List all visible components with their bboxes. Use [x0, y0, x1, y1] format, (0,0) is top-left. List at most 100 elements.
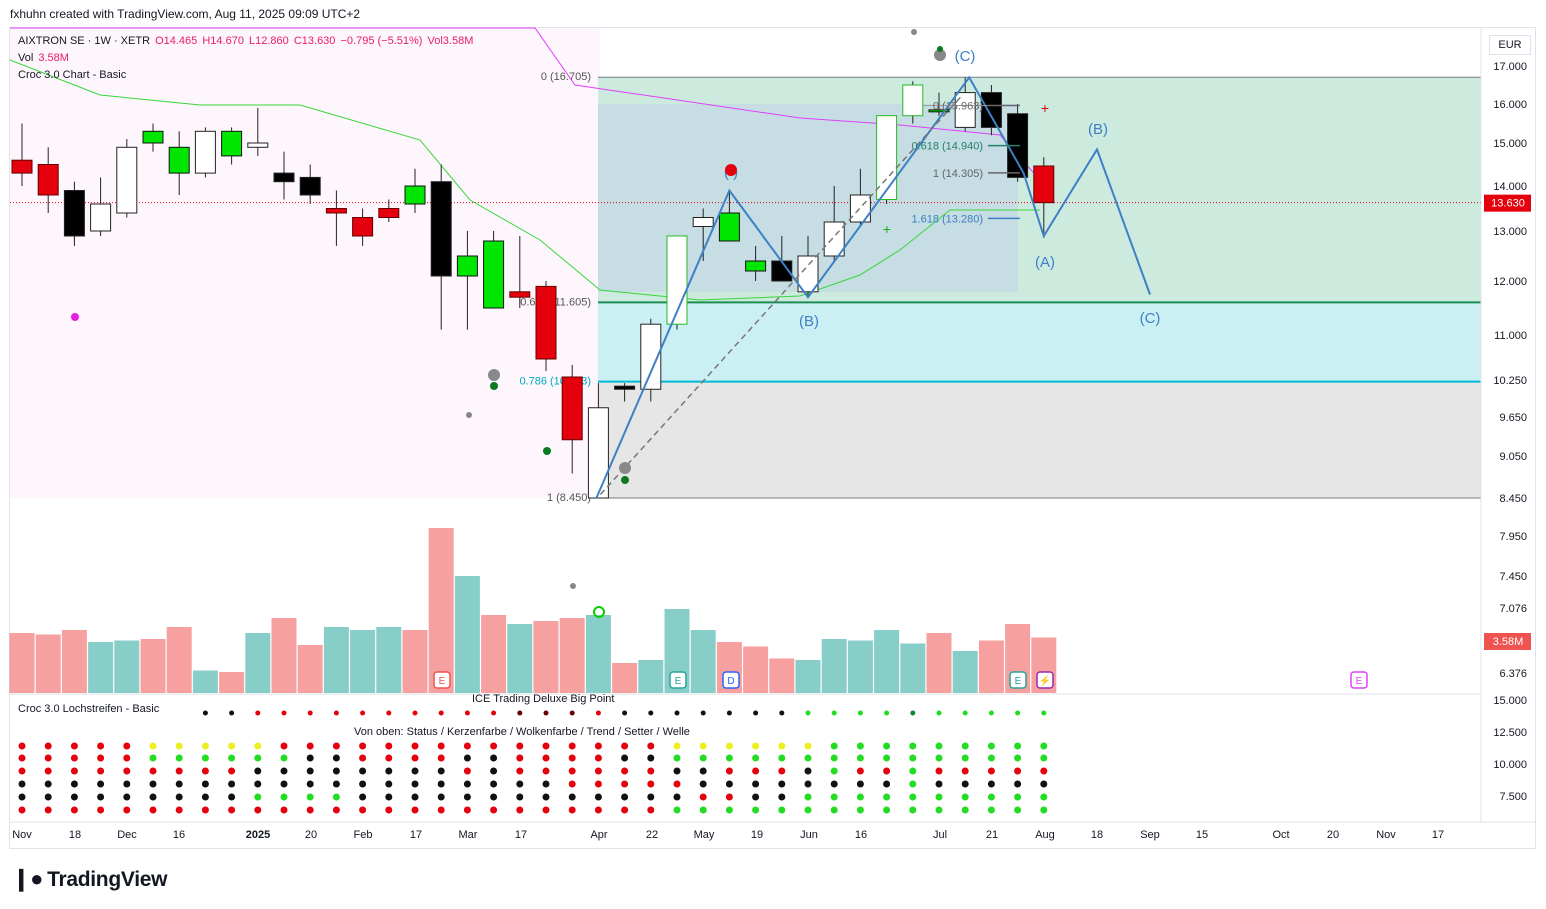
- dots-indicator-dot: [647, 793, 655, 801]
- candle-body: [142, 130, 164, 144]
- dots-indicator-dot: [909, 780, 917, 788]
- dots-indicator-dot: [699, 767, 707, 775]
- volume-bar: [428, 528, 454, 693]
- dots-indicator-dot: [44, 754, 52, 762]
- dots-indicator-dot: [411, 742, 419, 750]
- volume-legend[interactable]: Vol 3.58M: [18, 52, 69, 64]
- dots-indicator-dot: [673, 767, 681, 775]
- dots-indicator-dot: [594, 754, 602, 762]
- tradingview-logo[interactable]: ❙● TradingView: [12, 866, 167, 892]
- volume-bar: [507, 624, 533, 693]
- dots-indicator-dot: [97, 780, 105, 788]
- dots-indicator-dot: [385, 780, 393, 788]
- dots-indicator-dot: [594, 780, 602, 788]
- candle-body: [483, 240, 505, 309]
- indicator-legend[interactable]: Croc 3.0 Chart - Basic: [18, 69, 127, 81]
- dots-indicator-dot: [306, 793, 314, 801]
- candle-body: [640, 323, 662, 390]
- dots-indicator-dot: [70, 742, 78, 750]
- red-signal-dot: [725, 164, 737, 176]
- dots-indicator-dot: [621, 780, 629, 788]
- dots-axis-label: 10.000: [1493, 759, 1527, 771]
- dots-indicator-dot: [883, 780, 891, 788]
- dots-indicator-dot: [884, 710, 890, 716]
- candle-body: [980, 92, 1002, 128]
- dots-indicator-dot: [621, 793, 629, 801]
- dots-indicator-dot: [254, 754, 262, 762]
- last-price-tag-text: 13.630: [1491, 198, 1525, 210]
- dots-indicator-dot: [673, 742, 681, 750]
- dots-indicator-dot: [386, 710, 392, 716]
- dots-indicator-dot: [490, 780, 498, 788]
- dots-indicator-dot: [175, 793, 183, 801]
- dots-indicator-dot: [883, 767, 891, 775]
- dots-indicator-dot: [961, 767, 969, 775]
- dots-indicator-dot: [961, 806, 969, 814]
- signal-dot: [488, 369, 500, 381]
- dots-indicator-dot: [97, 754, 105, 762]
- chart-frame[interactable]: [9, 27, 1536, 849]
- legend-high: H14.670: [202, 35, 244, 47]
- dots-indicator-dot: [307, 710, 313, 716]
- dots-indicator-dot: [201, 742, 209, 750]
- currency-button[interactable]: EUR: [1489, 35, 1531, 55]
- dots-indicator-dot: [254, 793, 262, 801]
- tradingview-logo-text: TradingView: [47, 868, 168, 891]
- dots-indicator-dot: [1040, 793, 1048, 801]
- dots-indicator-dot: [622, 710, 628, 716]
- dots-indicator-dot: [517, 710, 523, 716]
- time-axis-label: 16: [855, 829, 867, 841]
- event-badge: [433, 671, 451, 689]
- dots-indicator-dot: [647, 806, 655, 814]
- price-axis-label: 15.000: [1493, 138, 1527, 150]
- dots-indicator-dot: [254, 767, 262, 775]
- dots-indicator-dot: [411, 806, 419, 814]
- dots-indicator-dot: [987, 742, 995, 750]
- dots-indicator-dot: [332, 793, 340, 801]
- dots-indicator-dot: [18, 793, 26, 801]
- dots-indicator-dot: [1014, 754, 1022, 762]
- dots-indicator-dot: [805, 710, 811, 716]
- dots-indicator-dot: [123, 754, 131, 762]
- dots-indicator-dot: [568, 767, 576, 775]
- dots-indicator-dot: [1040, 806, 1048, 814]
- dots-indicator-dot: [725, 742, 733, 750]
- dots-indicator-dot: [725, 780, 733, 788]
- dots-indicator-dot: [123, 793, 131, 801]
- volume-bar: [192, 670, 218, 693]
- dots-indicator-dot: [411, 767, 419, 775]
- time-axis-label: 18: [69, 829, 81, 841]
- dots-indicator-dot: [437, 742, 445, 750]
- dots-indicator-dot: [542, 767, 550, 775]
- signal-dot: [937, 46, 943, 52]
- dots-indicator-dot: [830, 742, 838, 750]
- dots-indicator-dot: [359, 754, 367, 762]
- event-badge-text: E: [439, 676, 446, 687]
- dots-indicator-dot: [280, 742, 288, 750]
- dots-indicator-dot: [463, 754, 471, 762]
- dots-indicator-dot: [935, 780, 943, 788]
- dots-indicator-dot: [70, 767, 78, 775]
- dots-indicator-dot: [385, 742, 393, 750]
- dots-indicator-dot: [385, 806, 393, 814]
- symbol-title[interactable]: AIXTRON SE · 1W · XETR: [18, 35, 151, 47]
- dots-indicator-dot: [18, 754, 26, 762]
- dots-indicator-dot: [360, 710, 366, 716]
- dots-indicator-dot: [306, 767, 314, 775]
- dots-indicator-dot: [359, 793, 367, 801]
- volume-bar: [795, 660, 821, 693]
- dots-indicator-legend[interactable]: Croc 3.0 Lochstreifen - Basic: [18, 703, 160, 715]
- candle-body: [928, 109, 950, 113]
- volume-legend-label: Vol: [18, 52, 34, 64]
- price-axis-label: 8.450: [1499, 493, 1527, 505]
- dots-indicator-dot: [44, 742, 52, 750]
- dots-indicator-dot: [542, 793, 550, 801]
- volume-bar: [952, 651, 978, 693]
- legend-change: −0.795 (−5.51%): [340, 35, 423, 47]
- dots-indicator-dot: [1014, 767, 1022, 775]
- dots-indicator-dot: [332, 767, 340, 775]
- last-price-tag: [1484, 194, 1531, 212]
- dots-indicator-dot: [568, 793, 576, 801]
- signal-dot: [543, 447, 551, 455]
